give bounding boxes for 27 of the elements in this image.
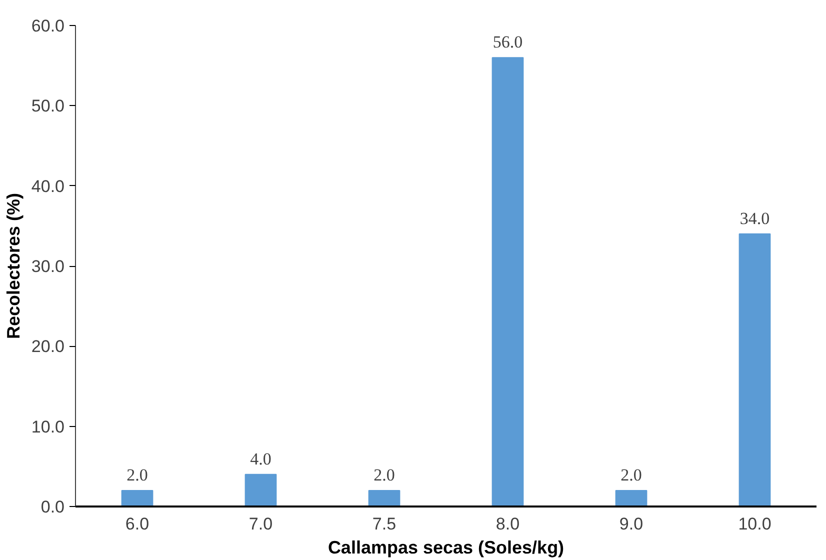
x-tick-label: 10.0 xyxy=(738,514,772,534)
y-axis-title: Recolectores (%) xyxy=(3,192,24,340)
data-label: 2.0 xyxy=(374,465,395,484)
data-label: 34.0 xyxy=(740,208,770,228)
bar xyxy=(368,490,400,506)
x-tick-label: 9.0 xyxy=(619,514,644,534)
x-tick-label: 6.0 xyxy=(125,514,150,534)
x-tick-label: 8.0 xyxy=(496,514,520,534)
bar xyxy=(244,474,277,506)
y-tick-label: 40.0 xyxy=(31,176,65,196)
y-tick-label: 30.0 xyxy=(31,257,65,276)
data-label: 4.0 xyxy=(250,449,272,468)
data-label: 2.0 xyxy=(620,465,642,484)
y-tick-label: 10.0 xyxy=(31,417,65,436)
y-tick-label: 20.0 xyxy=(31,337,65,356)
bar xyxy=(121,490,154,506)
bar xyxy=(492,57,524,506)
bar xyxy=(738,233,771,506)
y-tick-label: 50.0 xyxy=(31,96,65,116)
y-tick-label: 60.0 xyxy=(31,16,65,36)
data-label: 56.0 xyxy=(492,32,523,52)
y-tick-label: 0.0 xyxy=(40,498,65,516)
x-tick-label: 7.0 xyxy=(248,514,273,534)
bar xyxy=(615,490,648,506)
x-axis-title: Callampas secas (Soles/kg) xyxy=(328,538,564,558)
x-tick-label: 7.5 xyxy=(372,514,396,534)
data-label: 2.0 xyxy=(126,465,148,484)
